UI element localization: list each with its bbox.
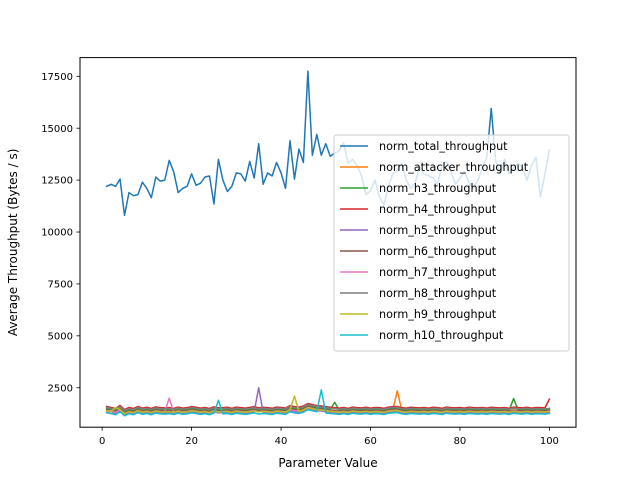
legend-label: norm_h5_throughput [379,224,497,237]
series-line-norm_h9_throughput [105,395,551,415]
y-tick-label: 10000 [41,228,73,239]
x-axis-label: Parameter Value [278,456,377,470]
y-axis-label: Average Throughput (Bytes / s) [6,149,20,337]
y-tick-label: 7500 [48,280,73,291]
y-tick-label: 2500 [48,383,73,394]
x-tick-label: 80 [454,436,467,447]
y-tick-label: 12500 [41,176,73,187]
legend-box [333,134,570,352]
y-tick-label: 5000 [48,331,73,342]
legend-label: norm_h3_throughput [379,182,497,195]
legend: norm_total_throughput norm_attacker_throu… [333,134,570,352]
y-tick-label: 17500 [41,72,73,83]
legend-label: norm_h6_throughput [379,245,497,258]
series-line-norm_h5_throughput [105,387,551,416]
legend-label: norm_attacker_throughput [379,161,529,174]
legend-label: norm_h10_throughput [379,329,504,342]
x-axis-ticks: 0 20 40 60 80 100 [99,427,559,447]
series-line-norm_h6_throughput [105,405,551,414]
series-line-norm_h8_throughput [105,403,551,412]
legend-label: norm_h4_throughput [379,203,497,216]
y-tick-label: 15000 [41,124,73,135]
series-line-norm_h4_throughput [105,398,551,411]
x-tick-label: 20 [185,436,198,447]
plot-area-frame [79,57,577,428]
x-tick-label: 60 [364,436,377,447]
series-line-norm_h3_throughput [105,397,551,413]
y-axis-ticks: 2500 5000 7500 10000 12500 15000 17500 [41,72,80,394]
legend-label: norm_h8_throughput [379,287,497,300]
legend-label: norm_total_throughput [379,140,508,153]
series-line-norm_h10_throughput [105,389,551,417]
series-layer [105,70,551,417]
x-tick-label: 100 [540,436,559,447]
legend-label: norm_h7_throughput [379,266,497,279]
x-tick-label: 40 [275,436,288,447]
legend-label: norm_h9_throughput [379,308,497,321]
x-tick-label: 0 [99,436,105,447]
